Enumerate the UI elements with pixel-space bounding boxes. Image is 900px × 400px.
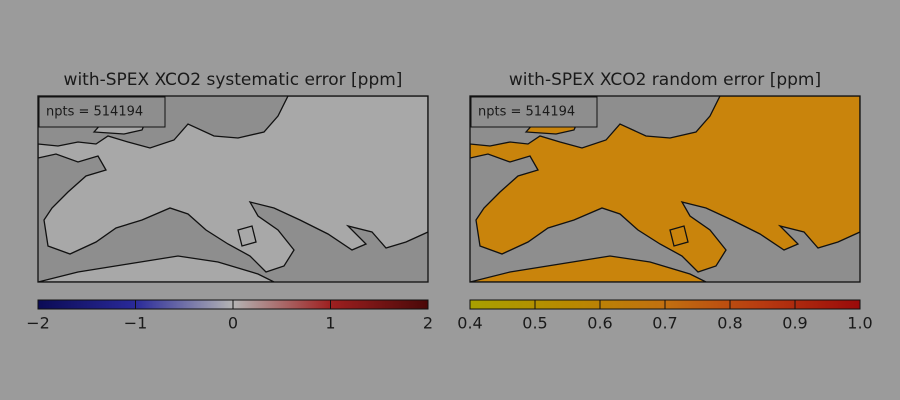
annotation: npts = 514194 [478,105,575,120]
colorbar-tick-label: 2 [423,314,433,333]
map-frame [469,95,861,283]
map: npts = 514194 [37,95,429,283]
colorbar-tick-label: 1 [325,314,335,333]
colorbar-tick-label: 0.9 [782,314,807,333]
colorbar-tick-label: −1 [124,314,148,333]
map-frame [37,95,429,283]
colorbar-tick-label: 0.8 [717,314,742,333]
colorbar-tick-label: 0.7 [652,314,677,333]
colorbar-tick-label: −2 [26,314,50,333]
colorbar-tick-label: 0.4 [457,314,482,333]
panel-title: with-SPEX XCO2 systematic error [ppm] [64,70,403,90]
colorbar-tick-label: 0 [228,314,238,333]
panel-title: with-SPEX XCO2 random error [ppm] [509,70,821,90]
colorbar-tick-label: 0.6 [587,314,612,333]
map: npts = 514194 [469,95,861,283]
colorbar-tick-label: 0.5 [522,314,547,333]
annotation-box [38,96,166,128]
annotation-box [470,96,598,128]
colorbar-tick-label: 1.0 [847,314,872,333]
annotation: npts = 514194 [46,105,143,120]
